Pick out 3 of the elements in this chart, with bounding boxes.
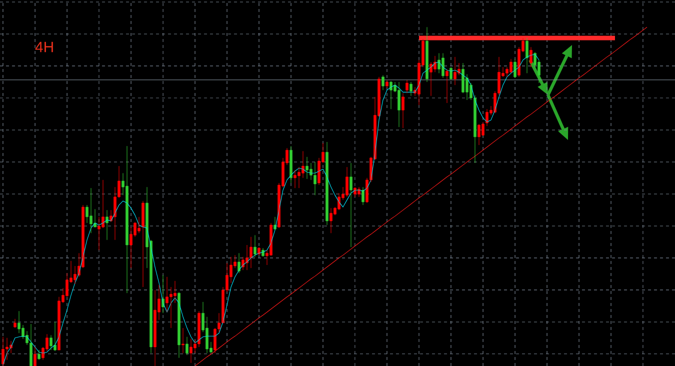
candlestick xyxy=(6,338,8,360)
annotation: 4H xyxy=(35,42,53,52)
candlestick xyxy=(182,328,184,354)
